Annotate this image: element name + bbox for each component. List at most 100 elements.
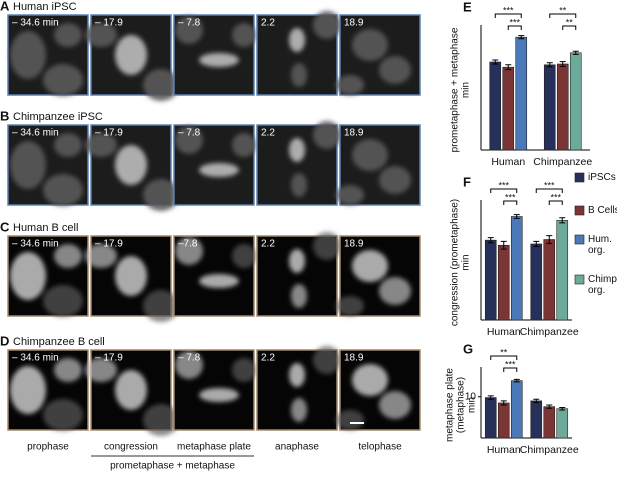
bar: [556, 408, 569, 439]
cells: [336, 139, 411, 205]
cells: [85, 133, 179, 211]
error-bar: [492, 59, 499, 65]
time-label: – 7.8: [178, 128, 201, 139]
bar: [543, 64, 556, 151]
significance-bracket: [548, 200, 563, 205]
cell: [291, 173, 307, 197]
cell: [175, 351, 203, 379]
cell: [352, 364, 388, 396]
error-bar: [559, 217, 566, 224]
cell: [43, 399, 83, 431]
cell: [232, 358, 256, 382]
cell: [291, 63, 307, 87]
cell: [115, 370, 147, 410]
significance-label: **: [559, 5, 567, 15]
panel-letter: C: [0, 219, 10, 234]
cells: [175, 237, 256, 288]
cell: [336, 296, 364, 316]
x-tick-label: Chimpanzee: [520, 444, 579, 456]
time-label: – 34.6 min: [12, 353, 59, 364]
cell: [313, 232, 341, 260]
cell: [379, 277, 411, 305]
cell: [336, 410, 364, 430]
cell: [143, 179, 179, 211]
cell: [313, 11, 341, 39]
bar: [543, 406, 556, 439]
error-bar: [559, 61, 566, 67]
x-tick-label: Human: [491, 156, 525, 168]
cell: [10, 141, 46, 189]
legend-swatch: [574, 274, 585, 285]
cell: [43, 174, 83, 206]
significance-bracket: [549, 13, 577, 18]
bar: [556, 220, 569, 321]
cells: [85, 23, 179, 101]
y-tick-label: 10: [465, 391, 477, 402]
cell: [199, 163, 239, 177]
cell: [199, 274, 239, 288]
cell: [143, 404, 179, 436]
cells: [10, 133, 83, 206]
significance-bracket: [503, 200, 518, 205]
bar: [530, 400, 543, 439]
cells: [175, 126, 256, 177]
y-axis-title: prometaphase + metaphase: [450, 27, 461, 152]
cell: [143, 290, 179, 322]
phase-group-label: prometaphase + metaphase: [110, 461, 235, 472]
cells: [289, 346, 341, 422]
significance-bracket: [494, 13, 522, 18]
x-tick-label: Chimpanzee: [533, 156, 592, 168]
x-tick-label: Chimpanzee: [520, 326, 579, 338]
error-bar: [500, 240, 507, 250]
cell: [54, 133, 82, 157]
phase-label: prophase: [27, 442, 69, 453]
significance-label: ***: [544, 180, 555, 190]
y-axis-title: metaphase plate: [445, 368, 456, 442]
cell: [85, 244, 117, 268]
cells: [289, 121, 341, 197]
time-label: 18.9: [344, 18, 364, 29]
cells: [336, 364, 411, 430]
significance-bracket: [503, 367, 518, 372]
bar: [515, 36, 528, 151]
bar: [484, 239, 497, 321]
time-label: 2.2: [261, 18, 275, 29]
cell: [289, 28, 305, 52]
significance-bracket: [507, 25, 522, 30]
cell: [10, 31, 46, 79]
cell: [336, 75, 364, 95]
y-axis-title: min: [461, 82, 472, 98]
cells: [289, 11, 341, 87]
panel-letter: A: [0, 0, 10, 13]
y-axis-title: min: [461, 254, 472, 270]
cell: [85, 23, 117, 47]
legend-label: B Cells: [588, 205, 617, 216]
error-bar: [572, 50, 579, 55]
significance-label: ***: [505, 359, 516, 369]
significance-label: ***: [498, 180, 509, 190]
significance-bracket: [535, 188, 563, 193]
error-bar: [546, 62, 553, 68]
cells: [175, 351, 256, 402]
cell: [352, 139, 388, 171]
panel-letter: B: [0, 108, 9, 123]
bar: [484, 397, 497, 439]
time-label: 18.9: [344, 239, 364, 250]
time-label: – 17.9: [95, 18, 123, 29]
cell: [336, 185, 364, 205]
cell: [54, 244, 82, 268]
error-bar: [546, 235, 553, 244]
cell: [313, 346, 341, 374]
error-bar: [533, 398, 540, 404]
y-axis-title: min: [467, 397, 478, 413]
error-bar: [487, 395, 494, 400]
cell: [54, 23, 82, 47]
cell: [54, 358, 82, 382]
legend-swatch: [574, 205, 585, 216]
bar: [497, 402, 510, 439]
cell: [115, 145, 147, 185]
cell: [289, 363, 305, 387]
time-label: 18.9: [344, 128, 364, 139]
x-tick-label: Human: [487, 444, 521, 456]
cells: [336, 250, 411, 316]
